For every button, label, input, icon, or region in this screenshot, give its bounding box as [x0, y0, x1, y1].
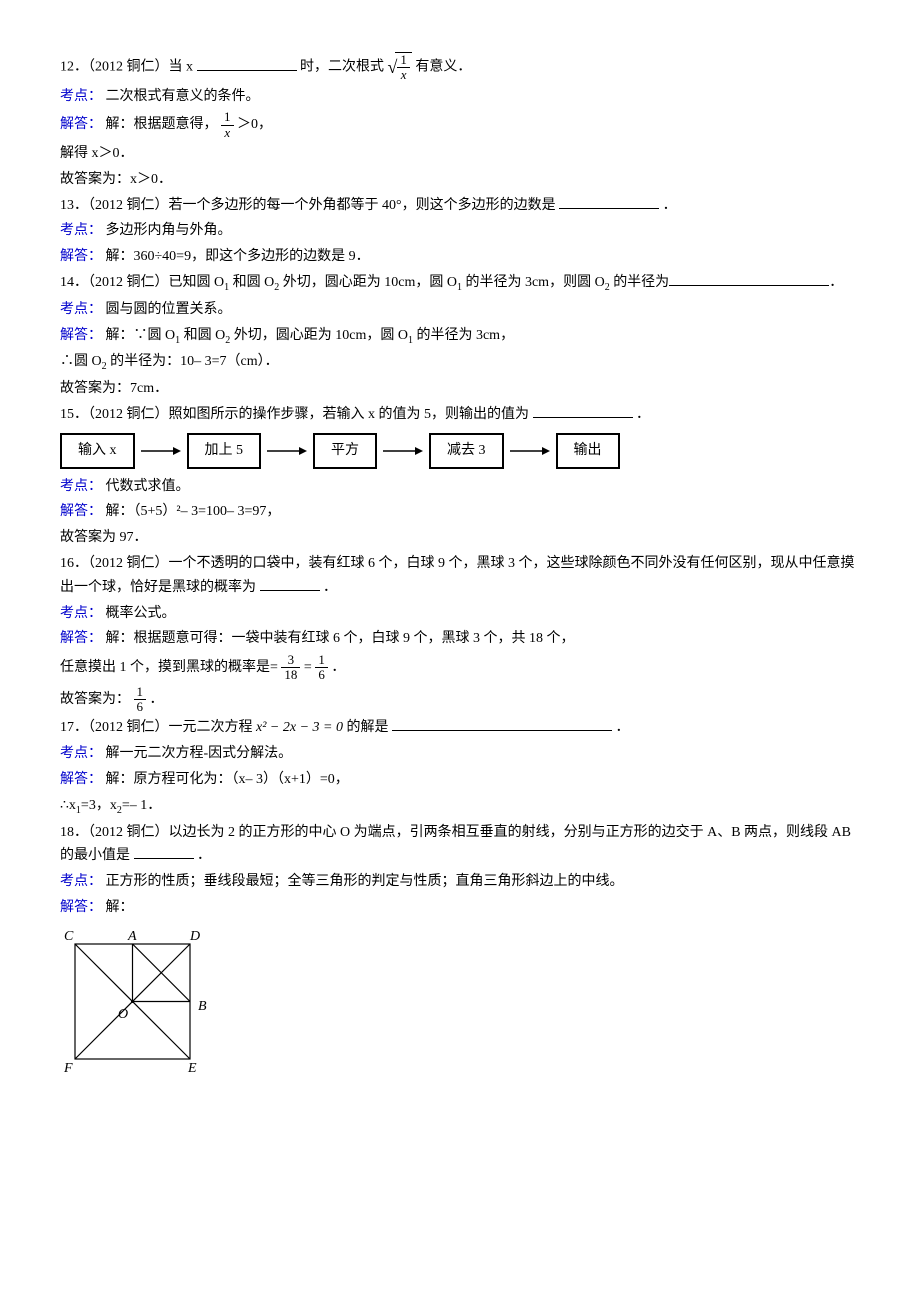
svg-text:D: D — [189, 929, 200, 944]
kaodian-label: 考点： — [60, 874, 102, 889]
flow-box: 输入 x — [60, 433, 135, 469]
jieda-label: 解答： — [60, 117, 102, 132]
flow-box: 加上 5 — [187, 433, 262, 469]
kaodian-text: 概率公式。 — [106, 606, 176, 621]
kaodian-text: 多边形内角与外角。 — [106, 223, 232, 238]
q17-line1: 17．（2012 铜仁）一元二次方程 x² − 2x − 3 = 0 的解是 ． — [60, 716, 860, 740]
sqrt-expression: √ 1 x — [388, 52, 412, 83]
q15-line3: 故答案为 97． — [60, 526, 860, 550]
kaodian-text: 二次根式有意义的条件。 — [106, 89, 260, 104]
q12-text-c: 有意义． — [415, 60, 471, 75]
q13-text-b: ． — [663, 198, 677, 213]
kaodian-label: 考点： — [60, 89, 102, 104]
geometry-diagram: C A D B E F O — [60, 926, 210, 1076]
jieda-label: 解答： — [60, 328, 102, 343]
kaodian-text: 解一元二次方程-因式分解法。 — [106, 746, 293, 761]
kaodian-text: 圆与圆的位置关系。 — [106, 302, 232, 317]
q12-blank — [197, 70, 297, 71]
arrow-icon — [267, 444, 307, 458]
q14-blank — [669, 285, 829, 286]
q14-line3: ∴圆 O2 的半径为：10– 3=7（cm）． — [60, 350, 860, 375]
jieda-label: 解答： — [60, 772, 102, 787]
jieda-text: 解： — [106, 900, 134, 915]
q12-line3: 解得 x＞0． — [60, 142, 860, 166]
jieda-text: 解：根据题意可得：一袋中装有红球 6 个，白球 9 个，黑球 3 个，共 18 … — [106, 631, 575, 646]
kaodian-label: 考点： — [60, 746, 102, 761]
jieda-label: 解答： — [60, 900, 102, 915]
jieda-label: 解答： — [60, 631, 102, 646]
q14-line1: 14．（2012 铜仁）已知圆 O1 和圆 O2 外切，圆心距为 10cm，圆 … — [60, 271, 860, 296]
svg-text:F: F — [63, 1061, 73, 1076]
flow-box: 平方 — [313, 433, 377, 469]
arrow-icon — [383, 444, 423, 458]
flow-box: 输出 — [556, 433, 620, 469]
q13-line1: 13．（2012 铜仁）若一个多边形的每一个外角都等于 40°，则这个多边形的边… — [60, 194, 860, 218]
kaodian-text: 正方形的性质；垂线段最短；全等三角形的判定与性质；直角三角形斜边上的中线。 — [106, 874, 624, 889]
q18-jd: 解答： 解： — [60, 896, 860, 920]
flow-box: 减去 3 — [429, 433, 504, 469]
q15-jd: 解答： 解：（5+5）²– 3=100– 3=97， — [60, 500, 860, 524]
jieda-text-a: 解：根据题意得， — [106, 117, 218, 132]
q12-text-a: 12．（2012 铜仁）当 x — [60, 60, 193, 75]
svg-text:O: O — [118, 1007, 128, 1022]
q16-line1: 16．（2012 铜仁）一个不透明的口袋中，装有红球 6 个，白球 9 个，黑球… — [60, 552, 860, 600]
q15-kd: 考点： 代数式求值。 — [60, 475, 860, 499]
q18-figure: C A D B E F O — [60, 926, 860, 1085]
sqrt-num: 1 — [397, 53, 410, 68]
svg-text:B: B — [198, 999, 207, 1014]
flowchart: 输入 x 加上 5 平方 减去 3 输出 — [60, 433, 860, 469]
q17-kd: 考点： 解一元二次方程-因式分解法。 — [60, 742, 860, 766]
q17-jd: 解答： 解：原方程可化为：（x– 3）（x+1）=0， — [60, 768, 860, 792]
jieda-text: 解：原方程可化为：（x– 3）（x+1）=0， — [106, 772, 349, 787]
svg-text:E: E — [187, 1061, 197, 1076]
q13-kd: 考点： 多边形内角与外角。 — [60, 219, 860, 243]
q17-blank — [392, 730, 612, 731]
sqrt-den: x — [397, 68, 410, 82]
q14-line4: 故答案为：7cm． — [60, 377, 860, 401]
q12-line4: 故答案为：x＞0． — [60, 168, 860, 192]
q15-blank — [533, 417, 633, 418]
q17-line3: ∴x1=3，x2=– 1． — [60, 794, 860, 819]
q12-text-b: 时，二次根式 — [300, 60, 384, 75]
q12-kd: 考点： 二次根式有意义的条件。 — [60, 85, 860, 109]
q15-line1: 15．（2012 铜仁）照如图所示的操作步骤，若输入 x 的值为 5，则输出的值… — [60, 403, 860, 427]
q12-line1: 12．（2012 铜仁）当 x 时，二次根式 √ 1 x 有意义． — [60, 52, 860, 83]
q13-text-a: 13．（2012 铜仁）若一个多边形的每一个外角都等于 40°，则这个多边形的边… — [60, 198, 556, 213]
q16-line4: 故答案为： 16 ． — [60, 685, 860, 715]
kaodian-label: 考点： — [60, 479, 102, 494]
kaodian-label: 考点： — [60, 606, 102, 621]
svg-text:C: C — [64, 929, 74, 944]
jieda-text: 解：360÷40=9，即这个多边形的边数是 9． — [106, 249, 370, 264]
frac-1-x: 1 x — [221, 110, 234, 140]
q12-jd: 解答： 解：根据题意得， 1 x ＞0， — [60, 110, 860, 140]
q13-blank — [559, 208, 659, 209]
q16-kd: 考点： 概率公式。 — [60, 602, 860, 626]
q18-line1: 18．（2012 铜仁）以边长为 2 的正方形的中心 O 为端点，引两条相互垂直… — [60, 821, 860, 869]
jieda-label: 解答： — [60, 249, 102, 264]
kaodian-label: 考点： — [60, 302, 102, 317]
jieda-text: 解：（5+5）²– 3=100– 3=97， — [106, 504, 281, 519]
arrow-icon — [510, 444, 550, 458]
q16-jd: 解答： 解：根据题意可得：一袋中装有红球 6 个，白球 9 个，黑球 3 个，共… — [60, 627, 860, 651]
q18-blank — [134, 858, 194, 859]
q17-equation: x² − 2x − 3 = 0 — [256, 720, 343, 735]
q14-kd: 考点： 圆与圆的位置关系。 — [60, 298, 860, 322]
q18-kd: 考点： 正方形的性质；垂线段最短；全等三角形的判定与性质；直角三角形斜边上的中线… — [60, 870, 860, 894]
kaodian-text: 代数式求值。 — [106, 479, 190, 494]
jieda-label: 解答： — [60, 504, 102, 519]
q16-line3: 任意摸出 1 个，摸到黑球的概率是= 318 = 16 ． — [60, 653, 860, 683]
arrow-icon — [141, 444, 181, 458]
q14-jd: 解答： 解：∵圆 O1 和圆 O2 外切，圆心距为 10cm，圆 O1 的半径为… — [60, 324, 860, 349]
jieda-text-b: ＞0， — [237, 117, 272, 132]
kaodian-label: 考点： — [60, 223, 102, 238]
q16-blank — [260, 590, 320, 591]
q13-jd: 解答： 解：360÷40=9，即这个多边形的边数是 9． — [60, 245, 860, 269]
svg-text:A: A — [127, 929, 137, 944]
